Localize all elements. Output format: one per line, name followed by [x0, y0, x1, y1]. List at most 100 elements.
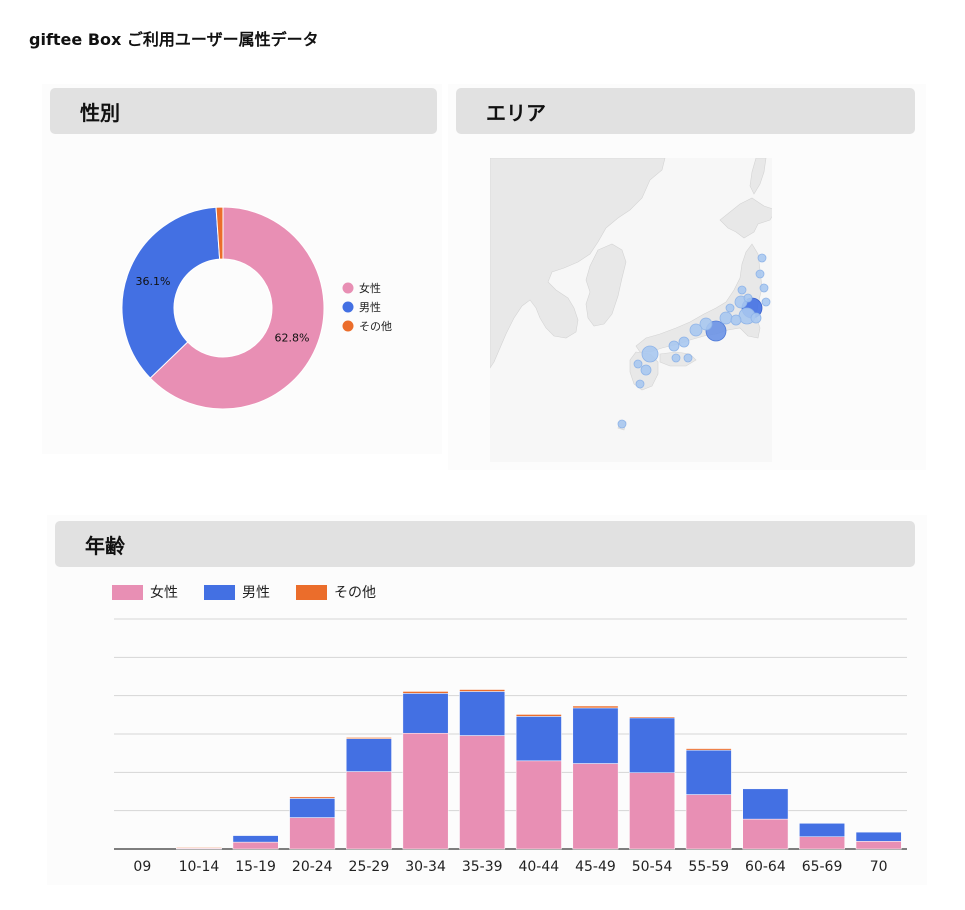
bubble-tohoku-4 [761, 297, 771, 307]
donut-legend-label-2: その他 [359, 320, 392, 333]
bubble-nagasaki [633, 359, 643, 369]
age-xtick-label: 35-39 [462, 859, 503, 875]
age-xtick-label: 15-19 [235, 859, 276, 875]
age-bar-20-24-1 [289, 798, 336, 818]
bubble-shizuoka [730, 314, 742, 326]
age-bar-35-39-1 [459, 691, 506, 736]
bubble-okinawa [617, 419, 627, 429]
age-bar-40-44-1 [515, 716, 562, 762]
age-legend-label-1: 男性 [242, 585, 270, 601]
map-land-hokkaido [719, 197, 772, 239]
donut-legend-marker-0 [342, 282, 354, 294]
bubble-hyogo [689, 323, 703, 337]
age-stacked-bar-chart: 女性 男性 その他 09 10-14 15-19 20-24 25-29 30-34 35-39 4… [112, 584, 907, 875]
age-bar-25-29-1 [345, 738, 392, 772]
age-bar-45-49-0 [572, 763, 619, 850]
gender-header-title: 性別 [80, 100, 120, 125]
age-xtick-label: 65-69 [802, 859, 843, 875]
donut-slice-0 [149, 206, 325, 410]
age-legend-swatch-2 [296, 585, 327, 600]
age-xtick-label: 60-64 [745, 859, 786, 875]
age-bar-30-34-1 [402, 693, 449, 734]
bubble-gunma [743, 293, 753, 303]
bubble-kyoto [699, 317, 713, 331]
age-xtick-label: 45-49 [575, 859, 616, 875]
age-xtick-label: 50-54 [632, 859, 673, 875]
age-header: 年齢 [55, 521, 915, 567]
age-bar-40-44-0 [515, 760, 562, 850]
age-xtick-label: 09 [133, 859, 151, 875]
age-xtick-label: 25-29 [349, 859, 390, 875]
donut-legend-marker-2 [342, 320, 354, 332]
donut-legend-label-0: 女性 [359, 281, 381, 295]
donut-slice-2 [215, 206, 224, 260]
age-bar-30-34-0 [402, 732, 449, 850]
donut-label-0: 62.8% [275, 331, 310, 344]
age-bar-50-54-2 [629, 716, 676, 719]
bubble-tohoku-3 [759, 283, 769, 293]
age-bar-30-34-2 [402, 691, 449, 694]
age-bar-65-69-0 [799, 836, 845, 850]
donut-legend-label-1: 男性 [359, 300, 381, 314]
age-bar-15-19-0 [232, 841, 279, 850]
age-bar-45-49-2 [572, 705, 619, 709]
bubble-aichi [719, 311, 733, 325]
bubble-kumamoto [640, 364, 652, 376]
bubble-nagano [725, 303, 735, 313]
age-bar-50-54-1 [629, 717, 676, 773]
bubble-kagoshima [635, 379, 645, 389]
area-header: エリア [456, 88, 915, 134]
gender-header: 性別 [50, 88, 437, 134]
age-legend-swatch-1 [204, 585, 235, 600]
bubble-tohoku-2 [755, 269, 765, 279]
age-bar-55-59-1 [685, 749, 732, 795]
donut-legend-marker-1 [342, 301, 354, 313]
age-bar-10-14-2 [176, 846, 222, 849]
area-header-title: エリア [486, 100, 546, 125]
age-legend-label-0: 女性 [150, 584, 178, 601]
bubble-hiroshima [668, 340, 680, 352]
age-bar-55-59-0 [685, 794, 732, 850]
age-legend-label-2: その他 [334, 585, 376, 601]
age-xtick-label: 30-34 [405, 859, 446, 875]
age-xtick-label: 20-24 [292, 859, 333, 875]
age-bar-35-39-2 [459, 689, 506, 692]
age-header-title: 年齢 [85, 533, 125, 558]
age-bar-55-59-2 [685, 748, 732, 751]
donut-label-1: 36.1% [136, 275, 171, 288]
bubble-shikoku-2 [683, 353, 693, 363]
bubble-tohoku-1 [757, 253, 767, 263]
age-bar-25-29-2 [345, 737, 392, 739]
map-land-sakhalin [749, 158, 767, 195]
age-bar-60-64-0 [742, 818, 789, 850]
age-bar-20-24-2 [289, 796, 336, 799]
age-bar-20-24-0 [289, 817, 336, 850]
age-xtick-label: 55-59 [688, 859, 729, 875]
bubble-shikoku-1 [671, 353, 681, 363]
age-xtick-label: 10-14 [179, 859, 220, 875]
bubble-fukuoka [641, 345, 659, 363]
age-xtick-label: 40-44 [518, 859, 559, 875]
donut-slice-1 [121, 206, 221, 379]
age-bar-65-69-1 [799, 823, 845, 837]
age-bar-25-29-0 [345, 771, 392, 850]
bubble-niigata [737, 285, 747, 295]
age-bar-70-1 [855, 831, 902, 842]
page-title: giftee Box ご利用ユーザー属性データ [29, 30, 319, 49]
age-bar-50-54-0 [629, 772, 676, 850]
age-bar-40-44-2 [515, 714, 562, 717]
age-bar-35-39-0 [459, 735, 506, 850]
bubble-okayama [678, 336, 690, 348]
age-bar-60-64-1 [742, 788, 789, 820]
age-legend-swatch-0 [112, 585, 143, 600]
bubble-chiba [750, 312, 762, 324]
map-land-asia [490, 158, 666, 369]
age-bar-15-19-1 [232, 835, 279, 843]
japan-bubble-map [490, 158, 772, 462]
age-xtick-label: 70 [870, 859, 888, 875]
map-land-korea [585, 243, 627, 327]
map-bubbles [617, 253, 771, 429]
age-bar-70-0 [855, 841, 902, 850]
age-bar-45-49-1 [572, 707, 619, 764]
